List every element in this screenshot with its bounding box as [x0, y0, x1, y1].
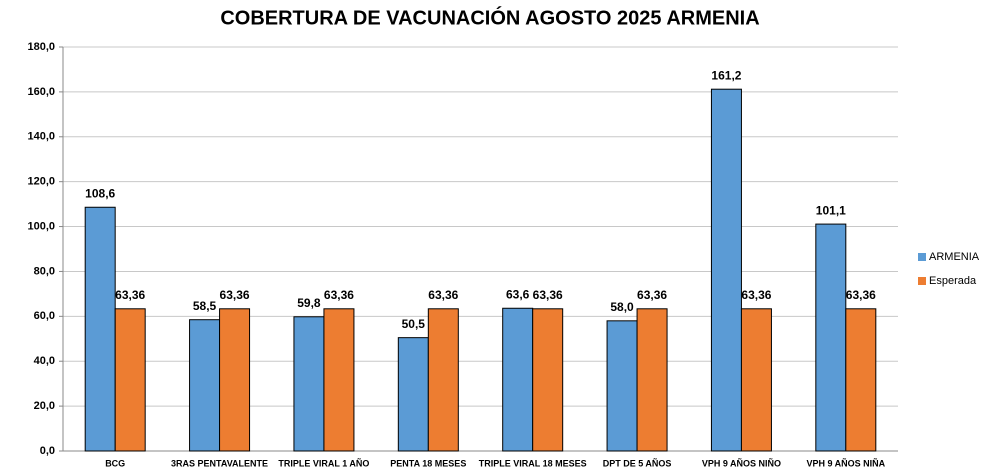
bar: [219, 308, 251, 452]
value-label: 63,36: [533, 288, 563, 302]
y-tick-label: 140,0: [27, 131, 55, 143]
value-label: 58,0: [610, 300, 634, 314]
x-tick-label: 3RAS PENTAVALENTE: [171, 458, 268, 468]
y-tick-label: 180,0: [27, 41, 55, 53]
legend-label: ARMENIA: [929, 251, 980, 263]
bar: [532, 308, 564, 452]
y-tick-label: 0,0: [40, 445, 55, 457]
y-tick-label: 80,0: [34, 265, 55, 277]
value-label: 63,6: [506, 287, 530, 301]
value-label: 161,2: [711, 68, 741, 82]
legend-swatch: [918, 253, 926, 261]
x-tick-label: PENTA 18 MESES: [390, 458, 466, 468]
x-tick-label: VPH 9 AÑOS NIÑA: [806, 458, 885, 468]
bar: [114, 308, 146, 452]
bar: [397, 337, 429, 452]
y-tick-label: 100,0: [27, 220, 55, 232]
bar: [293, 316, 325, 452]
chart-title: COBERTURA DE VACUNACIÓN AGOSTO 2025 ARME…: [220, 5, 759, 29]
bar: [710, 88, 742, 452]
x-tick-label: TRIPLE VIRAL 1 AÑO: [278, 458, 369, 468]
bar: [740, 308, 772, 452]
bar: [189, 319, 221, 452]
value-label: 63,36: [428, 288, 458, 302]
y-tick-label: 40,0: [34, 355, 55, 367]
y-tick-label: 60,0: [34, 310, 55, 322]
value-label: 63,36: [324, 288, 354, 302]
bar: [606, 320, 638, 452]
value-label: 59,8: [297, 296, 321, 310]
bar: [427, 308, 459, 452]
y-tick-label: 20,0: [34, 400, 55, 412]
legend-label: Esperada: [929, 275, 977, 287]
x-tick-label: DPT DE 5 AÑOS: [603, 458, 672, 468]
value-label: 63,36: [220, 288, 250, 302]
x-tick-label: TRIPLE VIRAL 18 MESES: [479, 458, 587, 468]
bar: [636, 308, 668, 452]
x-tick-label: BCG: [105, 458, 125, 468]
value-label: 63,36: [741, 288, 771, 302]
value-label: 63,36: [637, 288, 667, 302]
value-label: 101,1: [816, 203, 846, 217]
x-tick-label: VPH 9 AÑOS NIÑO: [702, 458, 781, 468]
value-label: 58,5: [193, 299, 217, 313]
value-label: 50,5: [402, 317, 426, 331]
bar: [323, 308, 355, 452]
bar: [845, 308, 877, 452]
bar: [84, 206, 116, 452]
value-label: 63,36: [115, 288, 145, 302]
bar: [502, 307, 534, 452]
value-label: 63,36: [846, 288, 876, 302]
y-tick-label: 120,0: [27, 176, 55, 188]
y-tick-label: 160,0: [27, 86, 55, 98]
value-label: 108,6: [85, 186, 115, 200]
legend-swatch: [918, 277, 926, 285]
bar: [815, 223, 847, 452]
